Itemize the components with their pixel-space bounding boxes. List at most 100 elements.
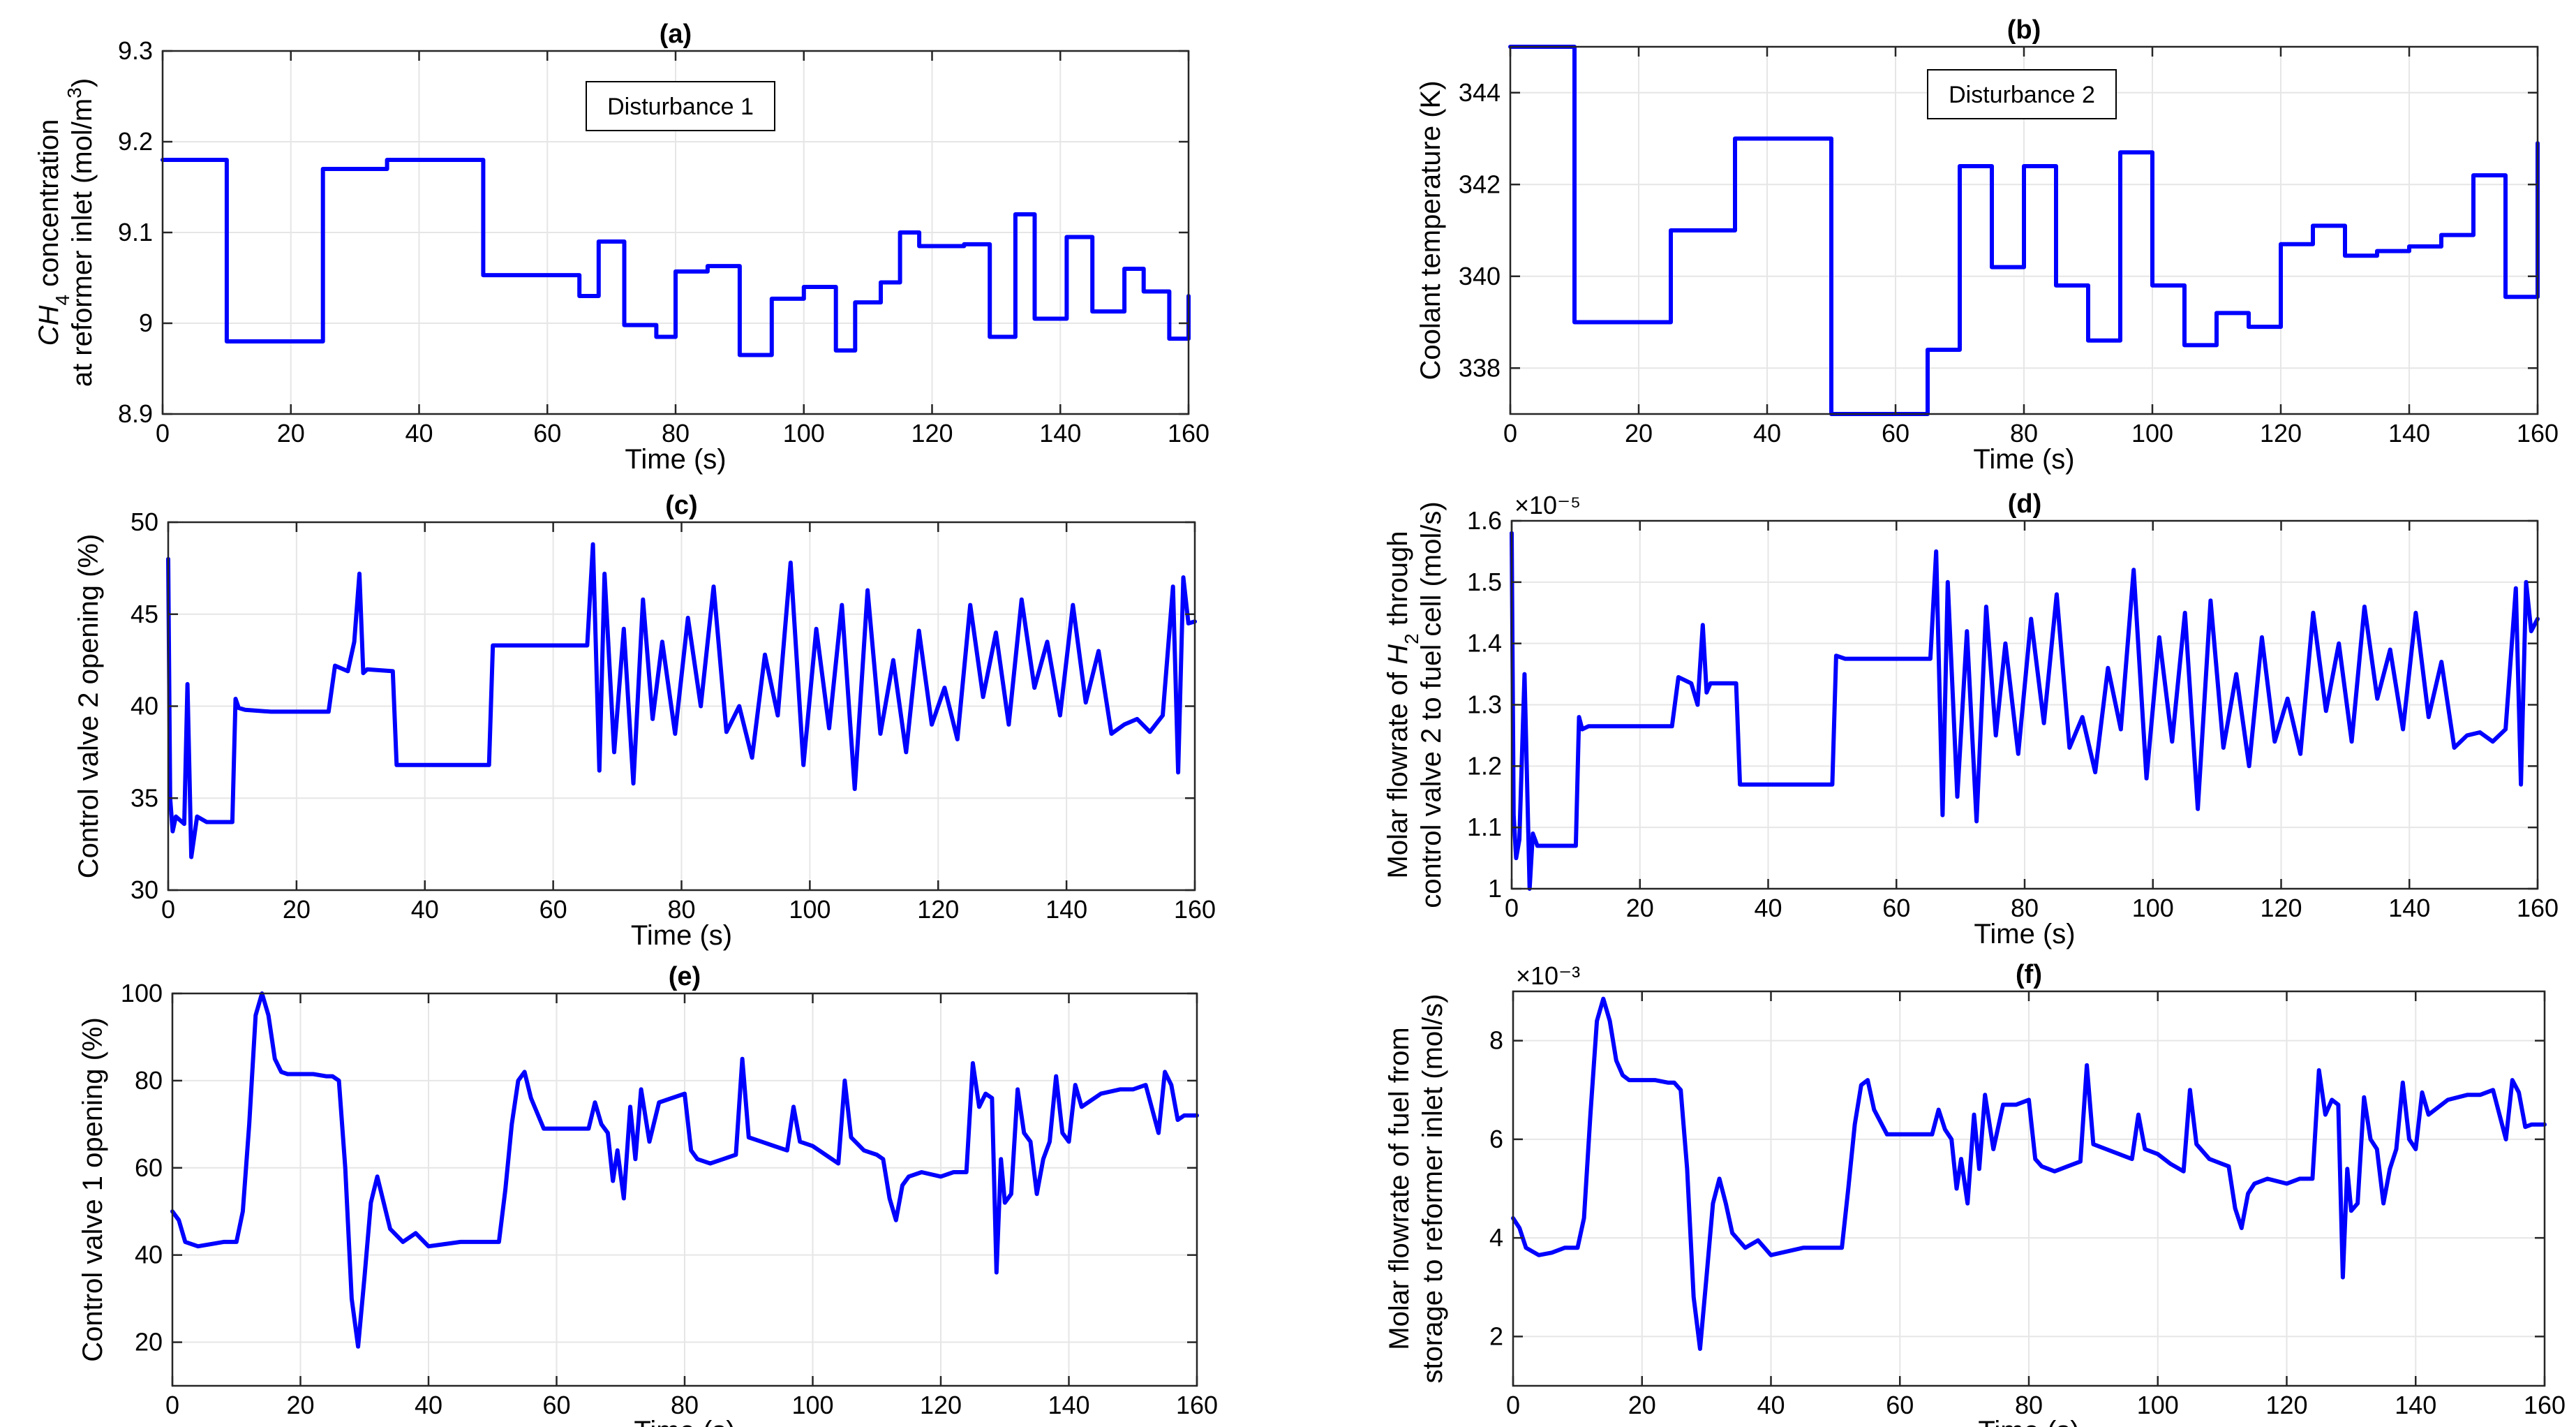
y-tick-label: 100 — [121, 979, 163, 1007]
y-tick-label: 340 — [1459, 262, 1501, 290]
x-axis-label-e: Time (s) — [634, 1416, 735, 1427]
y-tick-label: 9.1 — [118, 218, 153, 246]
panel-f: 0 20 40 60 80 100 120 140 160 2 4 6 8 (f) Time (s) Mola… — [1384, 960, 2566, 1427]
y-tick-label: 342 — [1459, 170, 1501, 198]
panel-b: 0 20 40 60 80 100 120 140 160 338 340 342 344 (b) Time… — [1415, 15, 2559, 475]
x-tick-label: 120 — [911, 419, 953, 448]
y-tick-label: 1.4 — [1467, 629, 1502, 658]
x-tick-label: 160 — [2524, 1391, 2566, 1419]
y-tick-label: 35 — [131, 783, 158, 812]
x-axis-label-d: Time (s) — [1974, 919, 2075, 949]
x-tick-label: 140 — [1048, 1391, 1089, 1419]
series-line-c — [166, 542, 1197, 859]
y-tick-label: 2 — [1489, 1322, 1503, 1350]
y-axis-label-b: Coolant temperature (K) — [1415, 80, 1446, 380]
x-tick-label: 120 — [2260, 894, 2302, 922]
annotation-text-b: Disturbance 2 — [1949, 82, 2095, 108]
x-axis-label-a: Time (s) — [625, 444, 726, 475]
x-axis-label-b: Time (s) — [1973, 444, 2074, 475]
x-tick-label: 140 — [1039, 419, 1081, 448]
y-tick-label: 1 — [1488, 874, 1502, 903]
y-axis-label-e: Control valve 1 opening (%) — [77, 1017, 108, 1362]
y-tick-label: 8.9 — [118, 399, 153, 428]
y-tick-label: 338 — [1459, 353, 1501, 382]
x-tick-label: 0 — [1506, 1391, 1520, 1419]
x-tick-label: 20 — [1628, 1391, 1656, 1419]
panel-title-f: (f) — [2016, 960, 2042, 989]
panel-c: 0 20 40 60 80 100 120 140 160 30 35 40 45 50 (c) Time (… — [73, 491, 1216, 951]
x-tick-label: 40 — [1753, 419, 1781, 448]
x-tick-label: 100 — [2131, 419, 2173, 448]
y-tick-label: 50 — [131, 508, 158, 536]
x-tick-label: 160 — [1174, 895, 1216, 924]
annotation-box-b — [1927, 69, 2117, 119]
x-tick-label: 120 — [917, 895, 959, 924]
y-tick-label: 9 — [139, 309, 153, 337]
x-tick-label: 160 — [2517, 419, 2559, 448]
y-tick-label: 9.2 — [118, 127, 153, 156]
x-tick-label: 100 — [791, 1391, 833, 1419]
panel-a: 0 20 40 60 80 100 120 140 160 8.9 9 9.1 9.2 9.3 (a) Tim… — [33, 20, 1209, 475]
x-tick-label: 20 — [1626, 894, 1654, 922]
x-tick-label: 20 — [283, 895, 311, 924]
y-tick-label: 1.1 — [1467, 813, 1502, 841]
x-tick-label: 100 — [789, 895, 831, 924]
y-tick-label: 40 — [135, 1241, 163, 1269]
x-tick-label: 60 — [1882, 894, 1910, 922]
series-line-a — [161, 158, 1191, 357]
x-tick-label: 40 — [405, 419, 433, 448]
axis-exponent-f: ×10⁻³ — [1516, 961, 1580, 990]
y-tick-label: 1.3 — [1467, 690, 1502, 719]
x-tick-label: 20 — [277, 419, 305, 448]
x-tick-label: 100 — [2132, 894, 2174, 922]
y-axis-label-c: Control valve 2 opening (%) — [73, 534, 104, 879]
axis-exponent-d: ×10⁻⁵ — [1514, 491, 1581, 519]
y-axis-label-a: CH4 concentration at reformer inlet (mol/… — [33, 78, 98, 387]
panel-title-a: (a) — [660, 20, 692, 49]
y-tick-label: 1.6 — [1467, 506, 1502, 535]
x-tick-label: 80 — [662, 419, 690, 448]
x-tick-label: 0 — [1505, 894, 1519, 922]
x-tick-label: 100 — [783, 419, 825, 448]
x-axis-label-c: Time (s) — [631, 920, 732, 951]
x-tick-label: 100 — [2137, 1391, 2179, 1419]
y-tick-label: 6 — [1489, 1125, 1503, 1153]
x-tick-label: 80 — [667, 895, 695, 924]
x-tick-label: 0 — [165, 1391, 179, 1419]
panel-title-e: (e) — [669, 962, 701, 991]
x-tick-label: 160 — [1176, 1391, 1218, 1419]
x-tick-label: 40 — [1757, 1391, 1785, 1419]
x-tick-label: 140 — [2388, 419, 2430, 448]
y-tick-label: 4 — [1489, 1223, 1503, 1252]
x-tick-label: 60 — [533, 419, 561, 448]
x-tick-label: 80 — [671, 1391, 699, 1419]
x-tick-label: 160 — [2517, 894, 2559, 922]
y-tick-label: 8 — [1489, 1026, 1503, 1055]
x-tick-label: 60 — [1882, 419, 1909, 448]
x-tick-label: 80 — [2010, 419, 2038, 448]
x-tick-label: 120 — [2260, 419, 2302, 448]
series-line-e — [170, 991, 1199, 1349]
y-axis-label-d: Molar flowrate of H2 through control valv… — [1383, 501, 1447, 908]
x-tick-label: 60 — [542, 1391, 570, 1419]
x-tick-label: 0 — [156, 419, 170, 448]
panel-e: 0 20 40 60 80 100 120 140 160 20 40 60 80 100 (e) Time … — [77, 962, 1218, 1427]
x-tick-label: 140 — [2395, 1391, 2436, 1419]
x-tick-label: 80 — [2011, 894, 2039, 922]
series-line-d — [1510, 531, 2540, 891]
x-tick-label: 0 — [161, 895, 175, 924]
x-tick-label: 40 — [411, 895, 439, 924]
y-tick-label: 45 — [131, 600, 158, 628]
x-tick-label: 80 — [2015, 1391, 2043, 1419]
y-tick-label: 1.5 — [1467, 568, 1502, 596]
x-tick-label: 60 — [1886, 1391, 1914, 1419]
panel-title-d: (d) — [2008, 489, 2042, 519]
series-line-f — [1511, 996, 2547, 1351]
y-tick-label: 40 — [131, 692, 158, 720]
x-tick-label: 120 — [920, 1391, 962, 1419]
annotation-text-a: Disturbance 1 — [607, 94, 754, 120]
panel-title-c: (c) — [665, 491, 697, 520]
y-axis-label-f: Molar flowrate of fuel from storage to re… — [1384, 994, 1448, 1384]
y-tick-label: 9.3 — [118, 36, 153, 65]
